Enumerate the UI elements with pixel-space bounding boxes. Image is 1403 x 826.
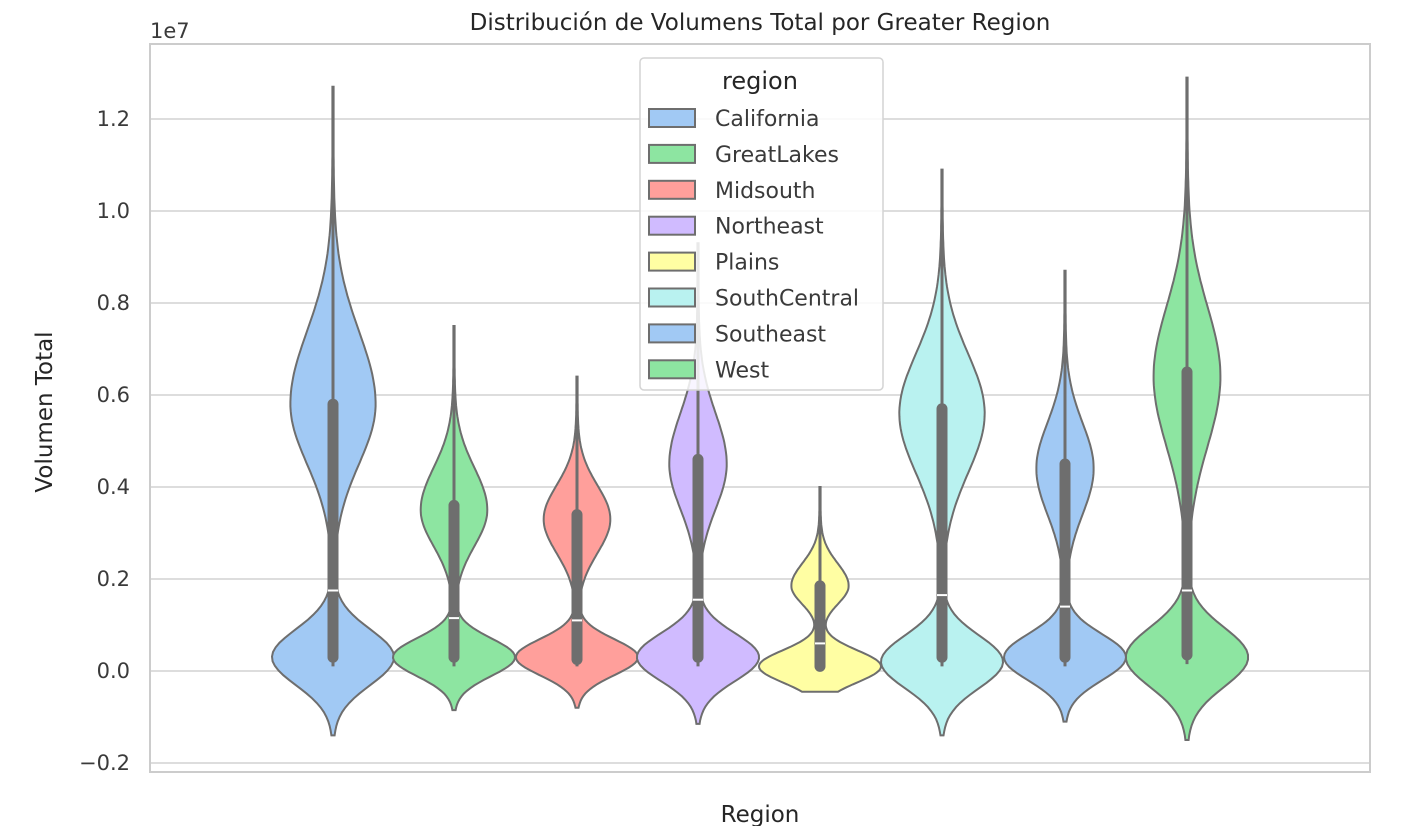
y-tick-label: 0.6 [97,383,130,407]
legend-label: Midsouth [715,179,816,204]
legend-frame [639,57,884,391]
y-tick-label: −0.2 [79,751,130,775]
legend-swatch [648,143,696,164]
legend-label: Northeast [715,215,824,240]
legend-swatch [648,323,696,344]
y-tick-label: 1.2 [97,107,130,131]
legend-title: region [722,67,798,95]
violins [270,76,1249,741]
chart-title: Distribución de Volumens Total por Great… [470,10,1051,36]
legend-swatch [648,215,696,236]
legend-label: GreatLakes [715,143,839,168]
y-tick-label: 0.4 [97,475,130,499]
y-offset-text: 1e7 [150,19,190,43]
legend-label: Southeast [715,322,826,347]
x-axis-label: Region [721,802,800,826]
y-tick-label: 1.0 [97,199,130,223]
legend-swatch [648,287,696,308]
legend-label: SouthCentral [715,287,859,312]
legend: region California GreatLakes Midsouth North… [639,57,884,391]
legend-label: California [715,107,819,132]
legend-swatch [648,359,696,380]
y-axis-label: Volumen Total [32,331,58,492]
y-tick-label: 0.8 [97,291,130,315]
legend-swatch [648,108,696,128]
legend-swatch [648,251,696,272]
legend-swatch [648,179,696,200]
y-tick-label: 0.0 [97,659,130,683]
legend-label: Plains [715,251,779,276]
y-tick-label: 0.2 [97,567,130,591]
plot-frame [149,43,1371,773]
legend-label: West [715,358,769,383]
y-axis-ticks: −0.2 0.0 0.2 0.4 0.6 0.8 1.0 1.2 [79,107,130,775]
